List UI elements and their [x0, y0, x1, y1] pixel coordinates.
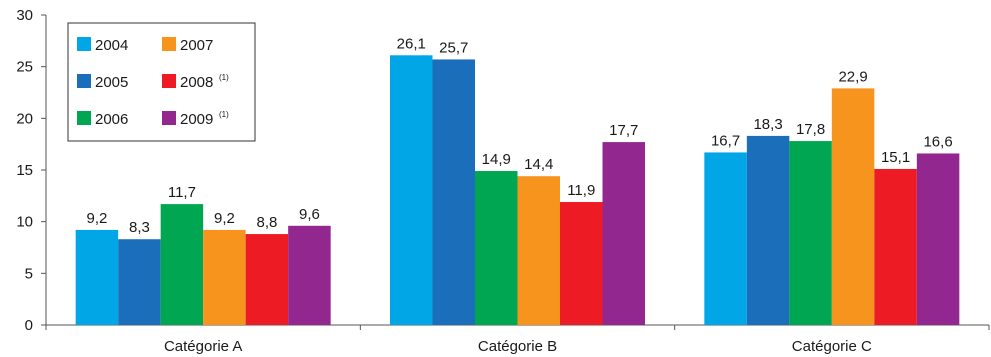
y-tick-label: 20 — [16, 110, 33, 127]
legend-swatch — [162, 111, 176, 125]
data-label: 14,9 — [482, 151, 511, 168]
y-tick-label: 25 — [16, 59, 33, 76]
data-label: 22,9 — [838, 68, 867, 85]
bars — [75, 55, 960, 326]
bar — [390, 55, 433, 326]
data-label: 17,8 — [796, 121, 825, 138]
data-labels: 9,2 26,1 16,7 8,3 25,7 18,3 11,7 14,9 17,8 9,2 14,… — [86, 35, 952, 236]
data-label: 17,7 — [609, 122, 638, 139]
x-tick-label: Catégorie A — [164, 338, 242, 355]
legend-note: (1) — [219, 73, 229, 82]
bar — [602, 142, 645, 325]
data-label: 16,7 — [711, 132, 740, 149]
x-tick-label: Catégorie C — [792, 338, 872, 355]
legend-box — [67, 22, 256, 142]
data-label: 11,9 — [567, 182, 595, 199]
bar — [203, 229, 246, 325]
y-tick-label: 0 — [25, 317, 33, 334]
bar — [432, 59, 475, 325]
legend-label: 2005 — [95, 74, 128, 91]
bar — [160, 204, 204, 325]
data-label: 8,3 — [129, 219, 150, 236]
x-axis: Catégorie A Catégorie B Catégorie C — [45, 324, 990, 355]
legend-swatch — [77, 37, 91, 51]
bar — [560, 202, 603, 325]
y-tick-label: 10 — [16, 214, 33, 231]
data-label: 26,1 — [397, 35, 426, 52]
bar — [874, 168, 917, 325]
legend-label: 2008 — [180, 74, 213, 91]
data-label: 18,3 — [753, 116, 782, 133]
legend-label: 2009 — [180, 111, 213, 128]
data-label: 9,2 — [214, 210, 235, 227]
data-label: 16,6 — [923, 133, 952, 150]
legend: 2004 2005 2006 2007 2008 (1) 2009 (1) — [67, 22, 256, 142]
legend-label: 2004 — [95, 37, 128, 54]
data-label: 25,7 — [439, 39, 468, 56]
legend-label: 2006 — [95, 111, 128, 128]
legend-note: (1) — [219, 110, 229, 119]
legend-swatch — [162, 37, 176, 51]
data-label: 8,8 — [256, 214, 277, 231]
data-label: 9,6 — [299, 206, 320, 223]
bar — [746, 135, 790, 325]
y-tick-label: 30 — [16, 7, 33, 24]
bar — [789, 141, 832, 325]
legend-swatch — [77, 74, 91, 88]
bar — [118, 239, 161, 325]
x-tick-label: Catégorie B — [478, 338, 557, 355]
legend-swatch — [162, 74, 176, 88]
bar — [75, 229, 119, 325]
bar — [916, 153, 960, 325]
legend-swatch — [77, 111, 91, 125]
y-axis: 0 5 10 15 20 25 30 — [16, 7, 47, 334]
bar — [288, 225, 331, 325]
y-tick-label: 15 — [16, 162, 33, 179]
bar — [704, 152, 747, 325]
data-label: 14,4 — [524, 156, 553, 173]
data-label: 9,2 — [86, 210, 107, 227]
legend-label: 2007 — [180, 37, 213, 54]
bar — [245, 234, 289, 325]
bar — [475, 171, 518, 325]
data-label: 15,1 — [881, 149, 910, 166]
y-tick-label: 5 — [25, 265, 33, 282]
bar — [831, 88, 875, 325]
data-label: 11,7 — [168, 184, 196, 201]
bar — [517, 176, 560, 325]
